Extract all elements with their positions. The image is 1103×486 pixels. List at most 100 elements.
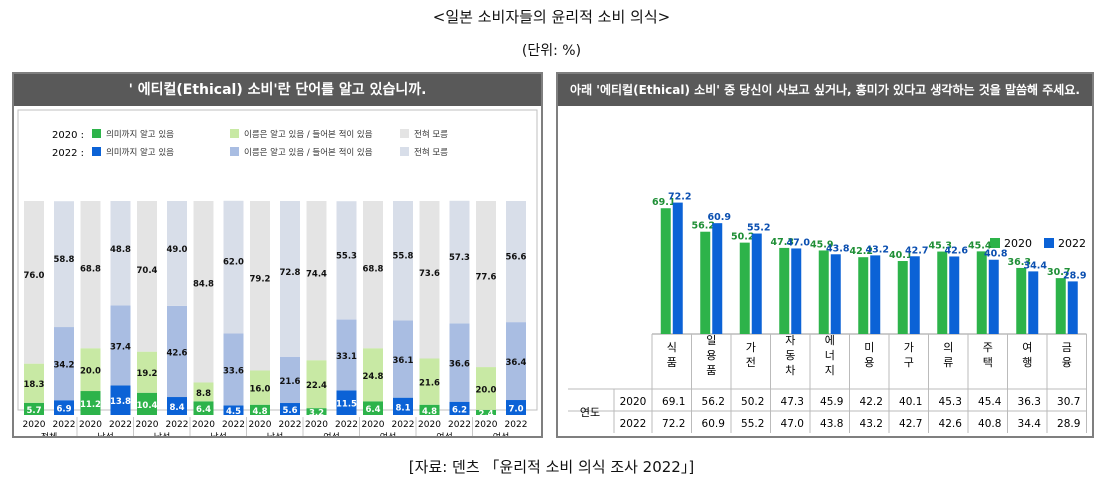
stacked-bar-segment — [363, 348, 383, 402]
bar-data-label: 74.4 — [306, 270, 327, 280]
category-label: 가 — [904, 341, 914, 354]
bar — [937, 251, 948, 334]
year-tick-label: 2022 — [335, 420, 358, 430]
bar-data-label: 4.8 — [422, 407, 437, 417]
bar-data-label: 4.8 — [252, 407, 267, 417]
bar-data-label: 55.8 — [393, 252, 414, 262]
legend-entry: 전혀 모름 — [414, 147, 448, 158]
interest-bar-chart: 2020 202269.169.172.272.2식품56.256.260.960… — [568, 192, 1087, 433]
bar-data-label: 45.9 — [810, 239, 833, 250]
legend-swatch — [400, 129, 409, 138]
bar-data-label: 47.0 — [787, 237, 811, 248]
bar-data-label: 62.0 — [223, 257, 244, 267]
bar — [1028, 271, 1039, 334]
category-label: 식 — [667, 341, 677, 354]
bar-data-label: 79.2 — [250, 274, 271, 284]
stacked-bar-segment — [250, 404, 270, 415]
legend-swatch — [230, 129, 239, 138]
bar-data-label: 70.4 — [137, 266, 158, 276]
bar-data-label: 45.3 — [929, 241, 952, 252]
bar-data-label: 42.6 — [167, 348, 188, 358]
stacked-bar-segment — [476, 367, 496, 410]
stacked-bar-segment — [280, 201, 300, 357]
bar — [751, 233, 762, 334]
group-label: 남성 — [267, 432, 284, 436]
group-label: 전체 — [41, 432, 58, 436]
year-tick-label: 2020 — [418, 420, 441, 430]
table-value: 40.1 — [899, 396, 922, 408]
year-tick-label: 2022 — [166, 420, 189, 430]
stacked-bar-segment — [193, 382, 214, 402]
bar-data-label: 8.8 — [196, 389, 211, 399]
table-value: 28.9 — [1057, 418, 1080, 430]
stacked-bar-segment — [223, 333, 244, 406]
bar-data-label: 50.2 — [731, 232, 754, 243]
bar — [712, 223, 723, 334]
category-label: 일 — [706, 333, 716, 347]
stacked-bar-segment — [167, 397, 187, 415]
table-value: 55.2 — [741, 418, 764, 430]
year-tick-label: 2022 — [392, 420, 415, 430]
bar-data-label: 22.4 — [306, 381, 327, 391]
stacked-bar-segment — [137, 392, 157, 415]
bar-data-label: 43.8 — [826, 243, 850, 254]
legend-swatch — [1044, 238, 1054, 248]
bar-data-label: 19.2 — [137, 369, 158, 379]
year-tick-label: 2022 — [109, 420, 132, 430]
bar-data-label: 69.1 — [652, 197, 675, 208]
bar-data-label: 13.8 — [110, 397, 131, 407]
category-label: 융 — [1062, 356, 1072, 369]
stacked-bar-segment — [449, 200, 470, 324]
bar — [660, 208, 671, 334]
stacked-bar-segment — [506, 322, 526, 401]
stacked-bar-segment — [193, 201, 214, 383]
table-value: 45.9 — [820, 396, 843, 408]
stacked-bar-segment — [24, 201, 44, 364]
bar-data-label: 36.3 — [1008, 257, 1031, 268]
stacked-bar-segment — [506, 201, 526, 323]
bar-data-label: 5.6 — [282, 406, 297, 416]
category-label: 행 — [1022, 356, 1032, 369]
stacked-bar-segment — [24, 402, 44, 415]
bar-data-label: 68.8 — [80, 264, 101, 274]
bar — [779, 247, 790, 334]
bar-data-label: 18.3 — [24, 380, 45, 390]
legend-swatch — [230, 147, 239, 156]
table-value: 47.3 — [781, 396, 804, 408]
bar-data-label: 33.6 — [223, 366, 244, 376]
bar-data-label: 34.2 — [54, 361, 75, 371]
stacked-bar-segment — [306, 201, 327, 361]
bar-data-label: 36.4 — [506, 358, 527, 368]
awareness-stacked-bar-chart: 2020 : 의미까지 알고 있음 이름은 알고 있음 / 들어본 적이 있음 전혀 … — [17, 109, 538, 436]
stacked-bar-segment — [393, 201, 413, 321]
category-label: 류 — [943, 356, 953, 369]
category-label: 동 — [785, 349, 795, 362]
bar-data-label: 43.2 — [866, 244, 889, 255]
table-value: 69.1 — [662, 396, 685, 408]
stacked-bar-segment — [54, 201, 74, 328]
legend-swatch — [400, 147, 409, 156]
year-tick-label: 2022 — [53, 420, 76, 430]
bar-data-label: 84.8 — [193, 280, 214, 290]
bar-data-label: 49.0 — [167, 245, 188, 255]
bar — [949, 256, 960, 334]
stacked-bar-segment — [449, 401, 470, 415]
table-header: 연도 — [580, 406, 600, 419]
year-tick-label: 2020 — [136, 420, 159, 430]
bar-data-label: 30.7 — [1047, 267, 1070, 278]
bar-data-label: 11.5 — [336, 400, 357, 410]
stacked-bar-segment — [506, 400, 526, 415]
bar-data-label: 20.0 — [476, 385, 497, 395]
stacked-bar-segment — [419, 201, 440, 359]
category-label: 전 — [746, 356, 756, 369]
stacked-bar-segment — [476, 409, 496, 415]
bar-data-label: 6.2 — [452, 405, 467, 415]
legend-entry: 이름은 알고 있음 / 들어본 적이 있음 — [244, 129, 373, 140]
bar-data-label: 55.2 — [747, 223, 770, 234]
category-label: 여 — [1022, 341, 1032, 354]
bar-data-label: 33.1 — [336, 352, 357, 362]
bar-data-label: 36.6 — [449, 360, 470, 370]
stacked-bar-segment — [80, 201, 101, 349]
stacked-bar-segment — [336, 201, 357, 320]
bar-data-label: 2.4 — [478, 409, 493, 419]
